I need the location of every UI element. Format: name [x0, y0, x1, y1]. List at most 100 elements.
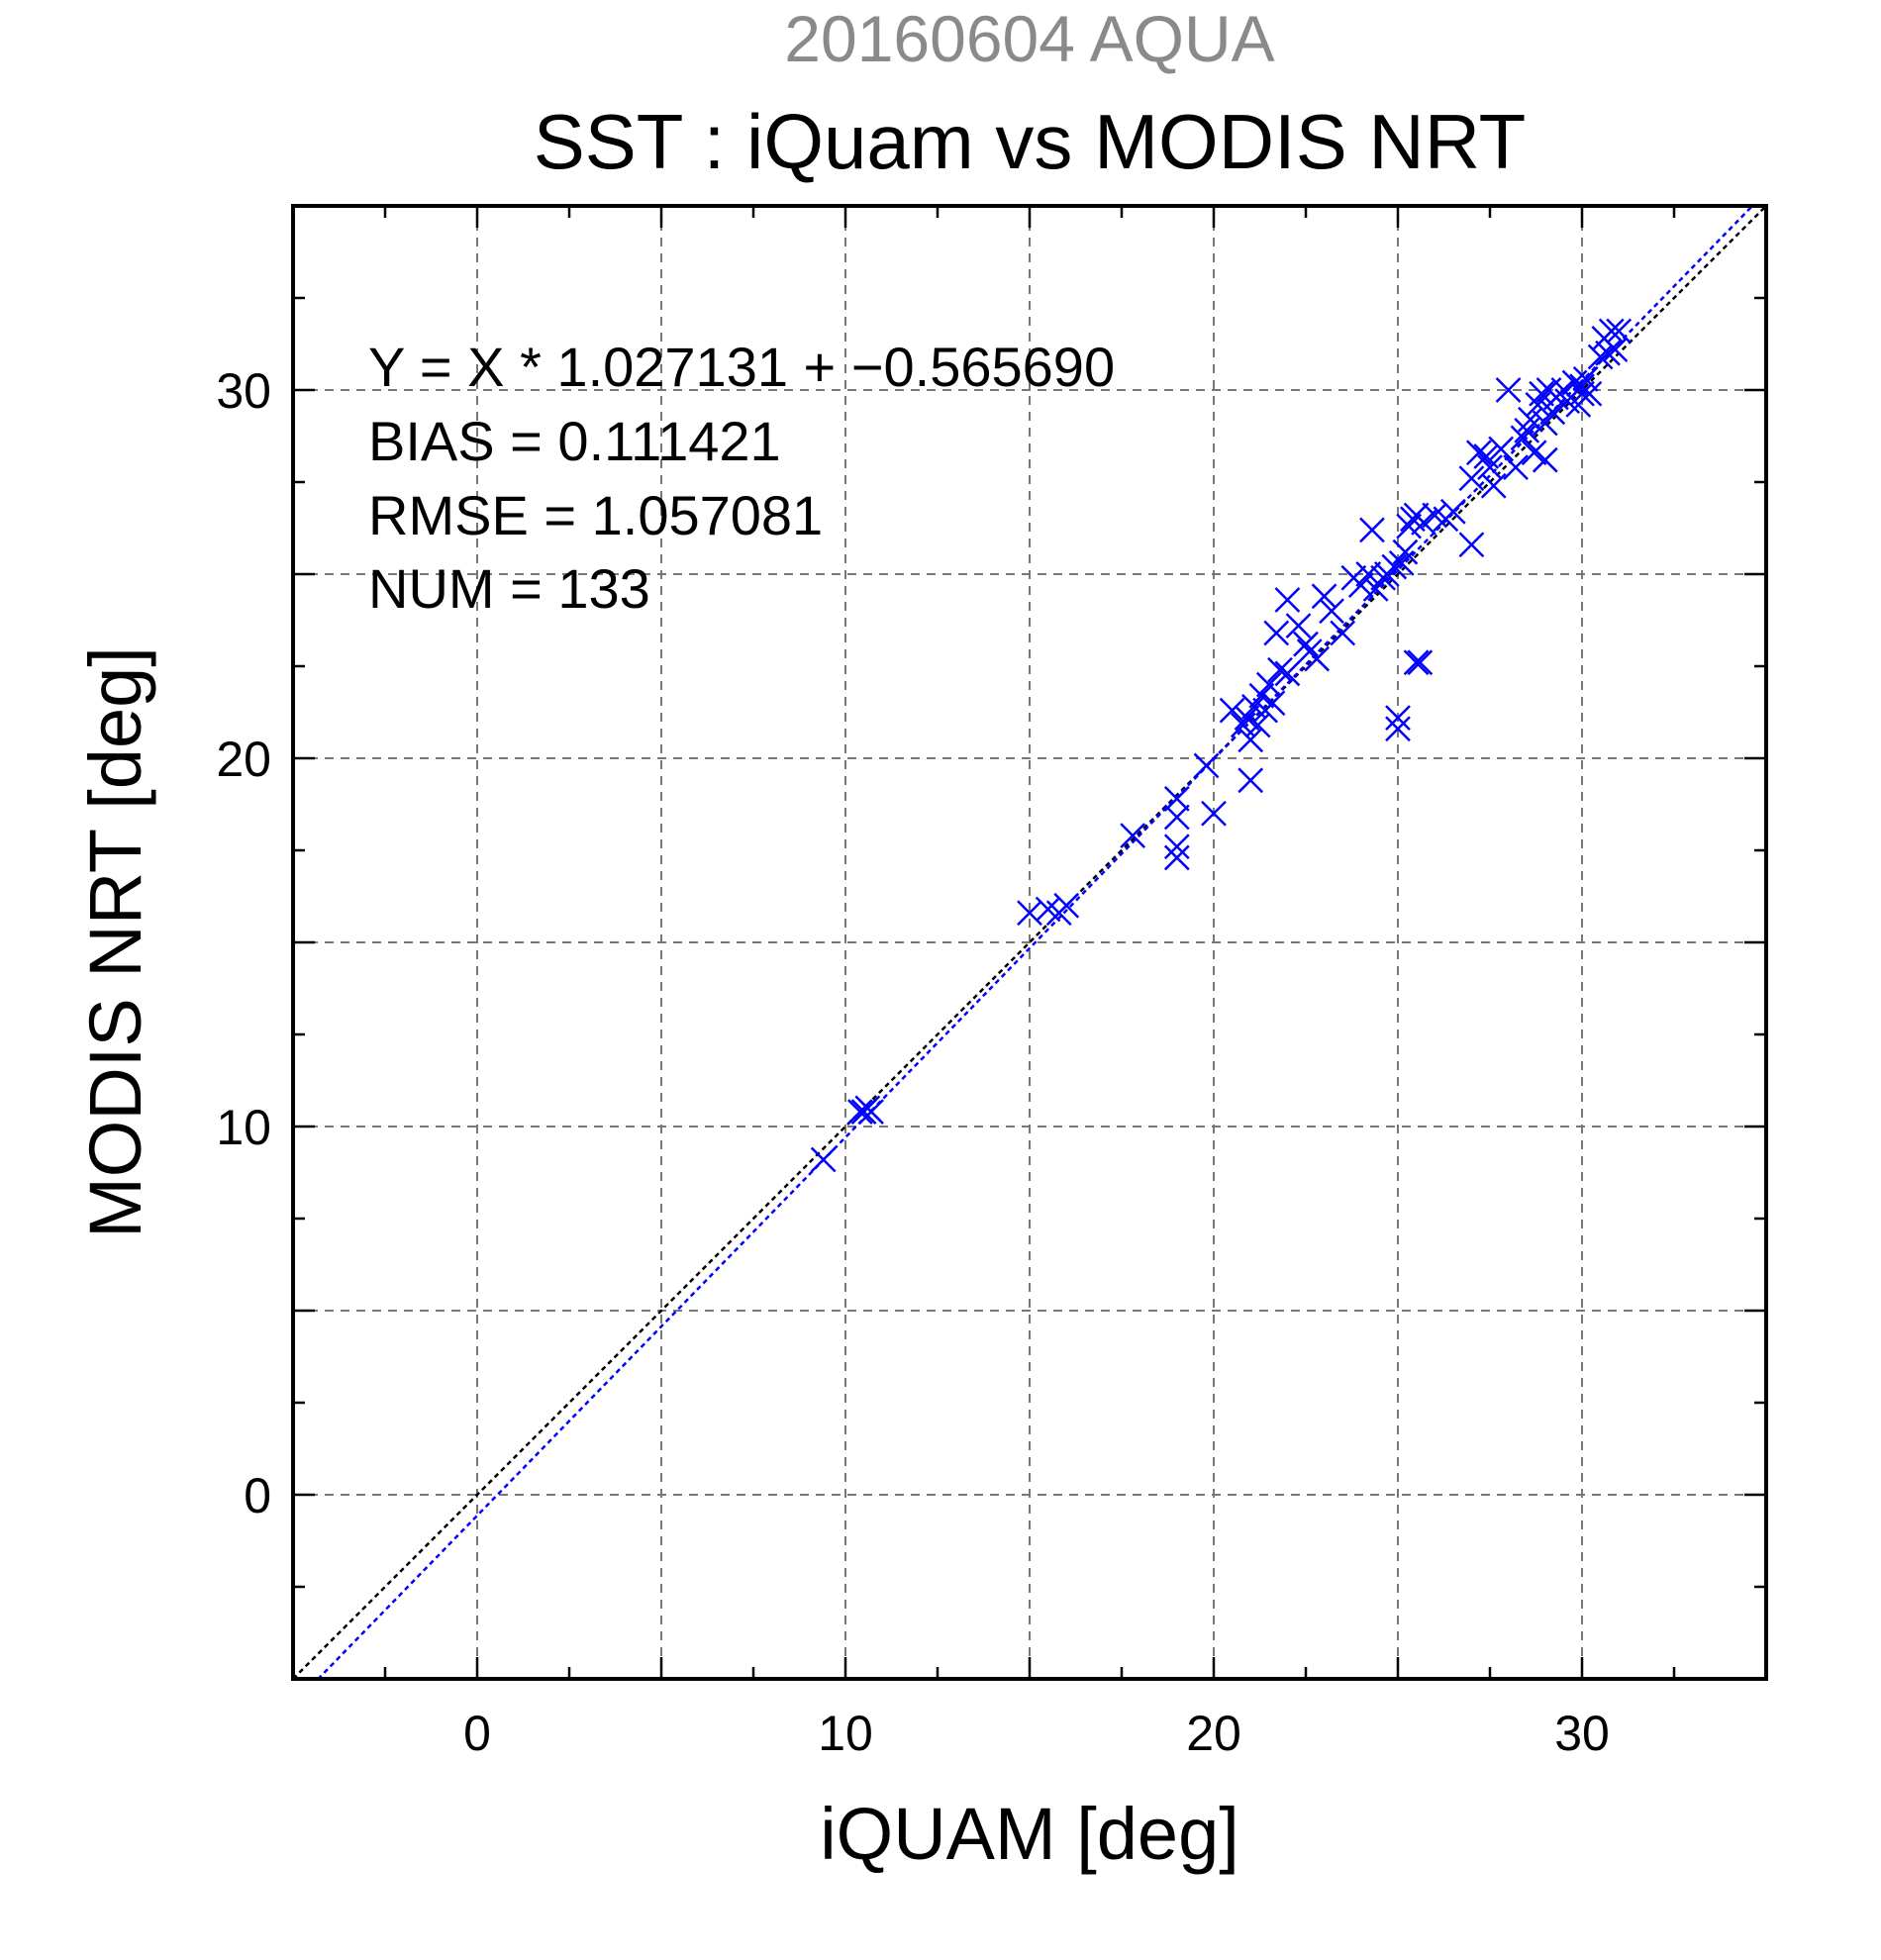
data-point	[1439, 498, 1466, 525]
data-point	[1285, 613, 1312, 638]
data-point	[1396, 513, 1423, 539]
x-tick-label: 0	[463, 1706, 491, 1761]
data-point-stroke-b	[1539, 399, 1566, 426]
data-point	[1163, 804, 1190, 831]
data-point-stroke-b	[1439, 498, 1466, 525]
data-point	[1311, 583, 1337, 610]
data-point-stroke-b	[1407, 649, 1434, 676]
data-point	[1403, 649, 1430, 676]
data-point	[1495, 377, 1522, 403]
data-point	[1267, 656, 1293, 683]
data-point	[1238, 767, 1264, 794]
data-point	[1293, 631, 1319, 657]
data-point	[1458, 465, 1485, 492]
data-point-stroke-b	[1362, 575, 1389, 602]
data-point-stroke-b	[1293, 631, 1319, 657]
x-tick-label: 30	[1554, 1706, 1610, 1761]
data-point	[1355, 561, 1382, 587]
data-point-stroke-b	[1285, 613, 1312, 638]
data-point	[1521, 440, 1547, 466]
data-point	[1219, 697, 1245, 724]
data-point-stroke-b	[1238, 727, 1264, 753]
data-point-stroke-b	[1267, 656, 1293, 683]
data-point-stroke-b	[1311, 583, 1337, 610]
data-point	[1248, 682, 1275, 709]
data-point-stroke-b	[846, 1099, 873, 1126]
data-point	[1163, 844, 1190, 871]
data-point	[1120, 823, 1146, 849]
regression-line	[316, 206, 1754, 1679]
data-point-stroke-b	[1355, 561, 1382, 587]
data-point-stroke-b	[1473, 443, 1500, 469]
data-point-stroke-b	[1381, 553, 1408, 580]
chart-subtitle: 20160604 AQUA	[784, 2, 1274, 75]
data-point-stroke-b	[1480, 472, 1507, 499]
data-point-stroke-b	[1163, 786, 1190, 812]
data-point-stroke-b	[1422, 502, 1448, 529]
data-point-stroke-b	[1532, 446, 1558, 473]
data-point	[1053, 892, 1080, 919]
data-point	[1385, 705, 1411, 731]
data-point	[1359, 517, 1385, 543]
data-point	[1259, 690, 1286, 717]
data-point	[1532, 410, 1558, 437]
data-point-stroke-b	[1396, 513, 1423, 539]
data-point-stroke-b	[1606, 318, 1633, 344]
data-point	[858, 1099, 884, 1126]
data-point-stroke-b	[1503, 454, 1529, 481]
data-point-stroke-b	[1569, 380, 1595, 407]
data-point-stroke-b	[1595, 340, 1621, 366]
data-point-stroke-b	[1510, 425, 1536, 451]
data-point	[1381, 553, 1408, 580]
data-point	[1458, 532, 1485, 558]
data-point	[1465, 440, 1492, 466]
data-point-stroke-b	[1193, 752, 1220, 779]
data-point	[1274, 660, 1301, 687]
data-point-stroke-b	[1521, 440, 1547, 466]
data-point-stroke-b	[1488, 436, 1515, 462]
data-point	[1572, 365, 1599, 392]
x-tick-label: 20	[1186, 1706, 1241, 1761]
y-tick-label: 10	[216, 1100, 271, 1155]
fit-lines	[293, 206, 1766, 1679]
data-point-stroke-b	[1274, 587, 1301, 613]
data-point-stroke-b	[1248, 682, 1275, 709]
stats-rmse: RMSE = 1.057081	[368, 484, 823, 546]
data-points	[810, 318, 1633, 1173]
y-tick-label: 30	[216, 363, 271, 419]
data-point-stroke-b	[1238, 767, 1264, 794]
data-point-stroke-b	[1411, 510, 1436, 536]
data-point-stroke-b	[1219, 697, 1245, 724]
data-point	[1362, 575, 1389, 602]
data-point	[1411, 510, 1436, 536]
data-point-stroke-b	[1529, 380, 1554, 407]
data-point-stroke-b	[1347, 572, 1374, 599]
y-tick-label: 0	[244, 1468, 271, 1523]
data-point	[1234, 705, 1260, 731]
tick-labels: 0 10 20 30 0 10 20 30	[216, 363, 1609, 1761]
y-tick-label: 20	[216, 732, 271, 787]
data-point-stroke-b	[1274, 660, 1301, 687]
data-point	[1347, 572, 1374, 599]
x-axis-label: iQUAM [deg]	[820, 1793, 1239, 1875]
data-point	[1274, 587, 1301, 613]
data-point	[1510, 425, 1536, 451]
data-point-stroke-b	[1163, 804, 1190, 831]
data-point	[1244, 712, 1271, 738]
data-point-stroke-b	[1163, 844, 1190, 871]
data-point	[1503, 454, 1529, 481]
data-point-stroke-b	[1163, 833, 1190, 860]
data-point-stroke-b	[858, 1099, 884, 1126]
data-point	[1238, 727, 1264, 753]
data-point	[1606, 318, 1633, 344]
data-point-stroke-b	[1017, 900, 1042, 927]
data-point-stroke-b	[810, 1146, 837, 1173]
chart-title: SST : iQuam vs MODIS NRT	[534, 98, 1527, 185]
data-point-stroke-b	[1359, 517, 1385, 543]
plot-frame	[291, 204, 1768, 1681]
data-point-stroke-b	[1458, 532, 1485, 558]
data-point-stroke-b	[1263, 620, 1290, 646]
data-point	[1304, 645, 1331, 672]
